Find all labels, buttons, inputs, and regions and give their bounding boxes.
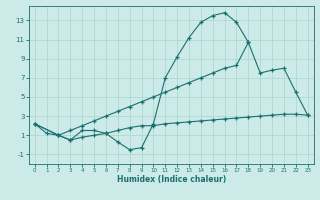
X-axis label: Humidex (Indice chaleur): Humidex (Indice chaleur) — [116, 175, 226, 184]
